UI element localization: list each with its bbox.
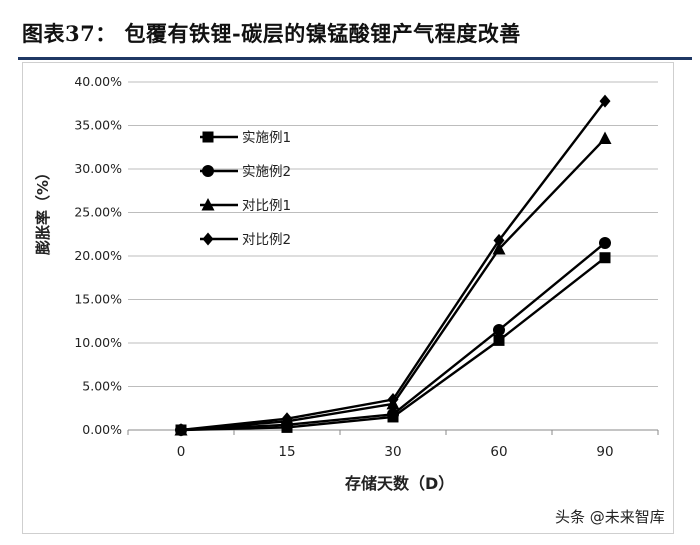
diamond-marker <box>599 94 611 108</box>
legend-label: 对比例1 <box>242 198 291 214</box>
y-tick-label: 30.00% <box>74 161 122 176</box>
figure-title: 图表37： 包覆有铁锂-碳层的镍锰酸锂产气程度改善 <box>22 21 521 46</box>
y-tick-label: 25.00% <box>74 205 122 220</box>
watermark-text: 头条 @未来智库 <box>555 508 665 526</box>
circle-marker <box>493 323 505 336</box>
y-tick-label: 15.00% <box>74 292 122 307</box>
diamond-marker <box>387 393 399 407</box>
x-tick-label: 90 <box>596 444 613 460</box>
square-marker <box>599 252 611 264</box>
circle-marker <box>599 236 611 249</box>
legend-label: 对比例2 <box>242 232 291 248</box>
title-underline <box>18 57 692 60</box>
series-line <box>180 100 606 432</box>
legend-label: 实施例1 <box>242 130 291 146</box>
triangle-marker <box>598 131 612 145</box>
y-tick-label: 10.00% <box>74 335 122 350</box>
triangle-marker <box>201 198 215 211</box>
chart-frame <box>22 62 674 534</box>
figure-header: 图表37： 包覆有铁锂-碳层的镍锰酸锂产气程度改善 <box>18 14 692 60</box>
x-axis-label: 存储天数（D） <box>345 474 455 493</box>
y-axis-label: 膨胀率（%） <box>34 164 52 255</box>
square-marker <box>493 334 505 346</box>
x-tick-label: 60 <box>490 444 507 460</box>
y-tick-label: 5.00% <box>82 379 122 394</box>
triangle-marker <box>492 242 506 255</box>
x-tick-label: 0 <box>177 444 186 460</box>
y-tick-label: 20.00% <box>74 248 122 263</box>
diamond-marker <box>202 232 214 246</box>
y-tick-label: 0.00% <box>82 422 122 437</box>
legend-label: 实施例2 <box>242 164 291 180</box>
x-tick-label: 30 <box>384 444 401 460</box>
diamond-marker <box>281 412 293 426</box>
y-tick-label: 40.00% <box>74 74 122 89</box>
circle-marker <box>387 408 399 421</box>
circle-marker <box>202 165 214 177</box>
y-tick-label: 35.00% <box>74 118 122 133</box>
diamond-marker <box>493 233 505 247</box>
x-tick-label: 15 <box>278 444 295 460</box>
diamond-marker <box>175 423 187 437</box>
square-marker <box>202 131 214 143</box>
